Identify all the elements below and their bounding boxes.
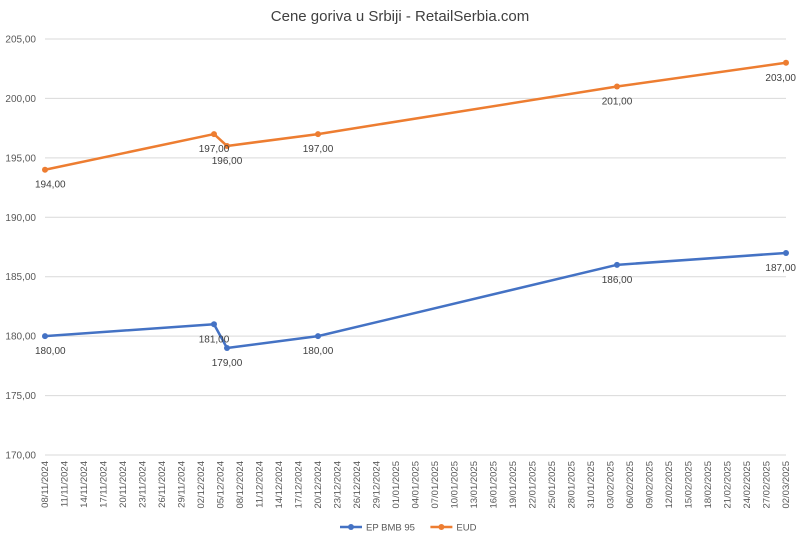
y-tick-label: 180,00 <box>5 332 36 343</box>
x-tick-label: 17/11/2024 <box>99 461 110 508</box>
x-tick-label: 29/12/2024 <box>372 461 383 509</box>
legend-label: EP BMB 95 <box>366 523 415 534</box>
y-axis-ticks: 170,00 175,00 180,00 185,00 190,00 195,00 200,… <box>5 35 36 462</box>
x-tick-label: 31/01/2025 <box>586 461 597 509</box>
data-point <box>224 345 230 352</box>
data-label: 180,00 <box>303 346 334 357</box>
x-tick-label: 07/01/2025 <box>430 461 441 509</box>
data-label: 197,00 <box>303 144 334 155</box>
x-tick-label: 27/02/2025 <box>762 461 773 509</box>
y-tick-label: 205,00 <box>5 35 36 46</box>
data-label: 186,00 <box>602 275 633 286</box>
chart-title: Cene goriva u Srbiji - RetailSerbia.com <box>271 8 529 25</box>
y-tick-label: 200,00 <box>5 94 36 105</box>
y-tick-label: 175,00 <box>5 391 36 402</box>
x-tick-label: 16/01/2025 <box>489 461 500 509</box>
x-tick-label: 05/12/2024 <box>216 461 227 509</box>
data-point <box>42 166 48 173</box>
x-tick-label: 18/02/2025 <box>703 461 714 509</box>
series-line-2 <box>44 61 787 171</box>
y-tick-label: 185,00 <box>5 272 36 283</box>
x-tick-label: 14/11/2024 <box>79 461 90 508</box>
legend-marker <box>348 524 354 530</box>
x-axis-ticks: 08/11/2024 11/11/2024 14/11/2024 17/11/2024… <box>40 461 792 509</box>
x-tick-label: 03/02/2025 <box>606 461 617 509</box>
x-tick-label: 24/02/2025 <box>742 461 753 509</box>
data-point <box>315 333 321 340</box>
data-point <box>614 261 620 268</box>
data-label: 201,00 <box>602 97 633 108</box>
data-label: 179,00 <box>212 358 243 369</box>
x-tick-label: 04/01/2025 <box>411 461 422 509</box>
x-tick-label: 29/11/2024 <box>177 461 188 508</box>
x-tick-label: 23/11/2024 <box>138 461 149 508</box>
data-labels: 180,00 181,00 179,00 180,00 186,00 187,00 194,… <box>35 73 796 369</box>
data-point <box>211 321 217 328</box>
x-tick-label: 12/02/2025 <box>664 461 675 509</box>
x-tick-label: 15/02/2025 <box>684 461 695 509</box>
gridlines <box>45 38 786 456</box>
data-label: 203,00 <box>765 73 796 84</box>
data-point <box>614 83 620 90</box>
x-tick-label: 08/12/2024 <box>235 461 246 509</box>
series-layer <box>42 59 789 352</box>
x-tick-label: 14/12/2024 <box>274 461 285 509</box>
data-label: 196,00 <box>212 156 243 167</box>
data-point <box>783 59 789 66</box>
x-tick-label: 28/01/2025 <box>567 461 578 509</box>
data-point <box>315 131 321 138</box>
x-tick-label: 09/02/2025 <box>645 461 656 509</box>
x-tick-label: 17/12/2024 <box>294 461 305 509</box>
data-label: 180,00 <box>35 346 66 357</box>
x-tick-label: 01/01/2025 <box>391 461 402 509</box>
x-tick-label: 26/11/2024 <box>157 461 168 508</box>
series-line-1 <box>44 251 787 350</box>
y-tick-label: 190,00 <box>5 213 36 224</box>
x-tick-label: 08/11/2024 <box>40 461 51 508</box>
legend-label: EUD <box>456 523 476 534</box>
x-tick-label: 20/12/2024 <box>313 461 324 509</box>
legend-marker <box>438 524 445 530</box>
data-point <box>211 131 217 138</box>
x-tick-label: 06/02/2025 <box>625 461 636 509</box>
x-tick-label: 23/12/2024 <box>333 461 344 509</box>
x-tick-label: 26/12/2024 <box>352 461 363 509</box>
x-tick-label: 11/11/2024 <box>60 461 71 507</box>
data-point <box>224 142 230 149</box>
legend: EP BMB 95 EUD <box>340 523 477 534</box>
data-point <box>42 333 48 340</box>
y-tick-label: 170,00 <box>5 451 36 462</box>
y-tick-label: 195,00 <box>5 153 36 164</box>
data-point <box>783 249 789 256</box>
x-tick-label: 21/02/2025 <box>723 461 734 509</box>
x-tick-label: 02/12/2024 <box>196 461 207 509</box>
x-tick-label: 10/01/2025 <box>450 461 461 509</box>
x-tick-label: 11/12/2024 <box>255 461 266 508</box>
x-tick-label: 22/01/2025 <box>528 461 539 509</box>
x-tick-label: 19/01/2025 <box>508 461 519 509</box>
x-tick-label: 20/11/2024 <box>118 461 129 508</box>
data-label: 194,00 <box>35 180 66 191</box>
data-label: 187,00 <box>765 263 796 274</box>
data-label: 181,00 <box>199 334 230 345</box>
data-label: 197,00 <box>199 144 230 155</box>
x-tick-label: 13/01/2025 <box>469 461 480 509</box>
x-tick-label: 25/01/2025 <box>547 461 558 509</box>
x-tick-label: 02/03/2025 <box>781 461 792 509</box>
